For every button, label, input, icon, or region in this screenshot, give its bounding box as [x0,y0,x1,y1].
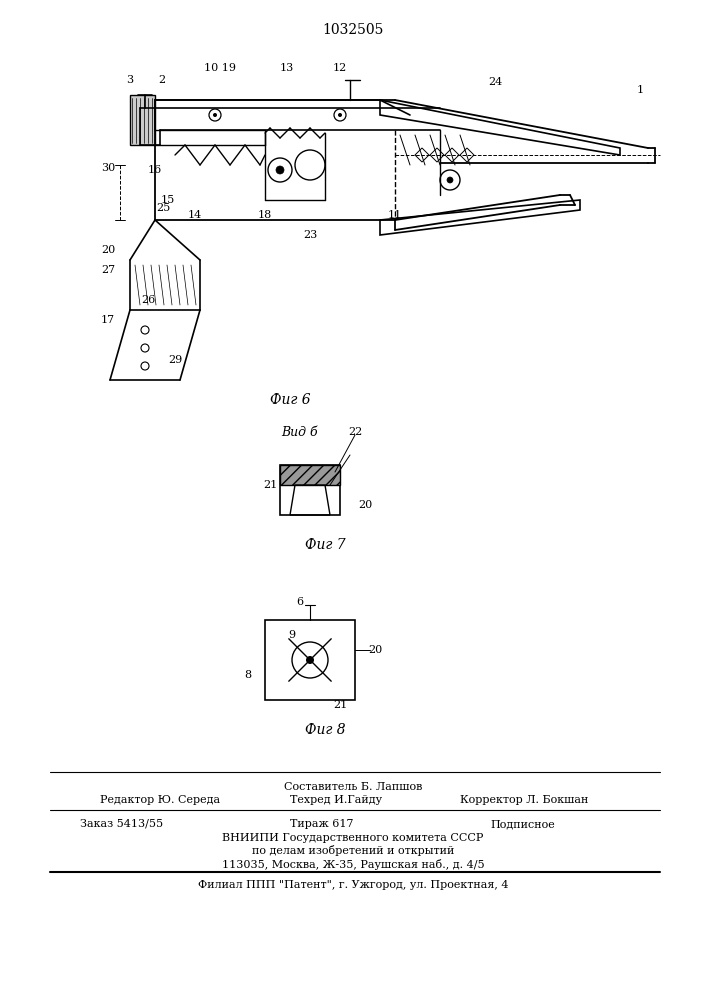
Text: 26: 26 [141,295,155,305]
Text: 15: 15 [161,195,175,205]
Text: Фиг 7: Фиг 7 [305,538,345,552]
Text: 12: 12 [333,63,347,73]
Text: 2: 2 [158,75,165,85]
Circle shape [447,177,453,183]
Text: по делам изобретений и открытий: по делам изобретений и открытий [252,846,454,856]
Text: 22: 22 [348,427,362,437]
Text: 21: 21 [263,480,277,490]
Text: 14: 14 [188,210,202,220]
Text: 1032505: 1032505 [322,23,384,37]
Text: 11: 11 [388,210,402,220]
Text: 6: 6 [296,597,303,607]
Circle shape [306,656,314,664]
Text: Техред И.Гайду: Техред И.Гайду [290,795,382,805]
Text: 1: 1 [636,85,643,95]
Text: Тираж 617: Тираж 617 [290,819,354,829]
Circle shape [276,166,284,174]
Text: 20: 20 [101,245,115,255]
Text: 8: 8 [245,670,252,680]
Text: Заказ 5413/55: Заказ 5413/55 [80,819,163,829]
Text: 23: 23 [303,230,317,240]
Text: 20: 20 [358,500,372,510]
Text: Филиал ППП "Патент", г. Ужгород, ул. Проектная, 4: Филиал ППП "Патент", г. Ужгород, ул. Про… [198,880,508,890]
Text: Редактор Ю. Середа: Редактор Ю. Середа [100,795,220,805]
Text: 20: 20 [368,645,382,655]
Text: 29: 29 [168,355,182,365]
Text: 21: 21 [333,700,347,710]
Text: 9: 9 [288,630,296,640]
Text: 24: 24 [488,77,502,87]
Circle shape [213,113,217,117]
Text: 18: 18 [258,210,272,220]
Text: ВНИИПИ Государственного комитета СССР: ВНИИПИ Государственного комитета СССР [222,833,484,843]
Text: 27: 27 [101,265,115,275]
Text: 25: 25 [156,203,170,213]
Polygon shape [280,465,340,485]
Text: Фиг 8: Фиг 8 [305,723,345,737]
Text: 16: 16 [148,165,162,175]
Text: 13: 13 [280,63,294,73]
Text: Составитель Б. Лапшов: Составитель Б. Лапшов [284,782,422,792]
Text: 30: 30 [101,163,115,173]
Text: Вид б: Вид б [281,426,318,438]
Text: 17: 17 [101,315,115,325]
Text: Фиг 6: Фиг 6 [269,393,310,407]
Text: 113035, Москва, Ж-35, Раушская наб., д. 4/5: 113035, Москва, Ж-35, Раушская наб., д. … [222,858,484,869]
Text: Корректор Л. Бокшан: Корректор Л. Бокшан [460,795,588,805]
Text: 10 19: 10 19 [204,63,236,73]
Text: Подписное: Подписное [490,819,555,829]
Polygon shape [130,95,155,145]
Circle shape [338,113,342,117]
Text: 3: 3 [127,75,134,85]
